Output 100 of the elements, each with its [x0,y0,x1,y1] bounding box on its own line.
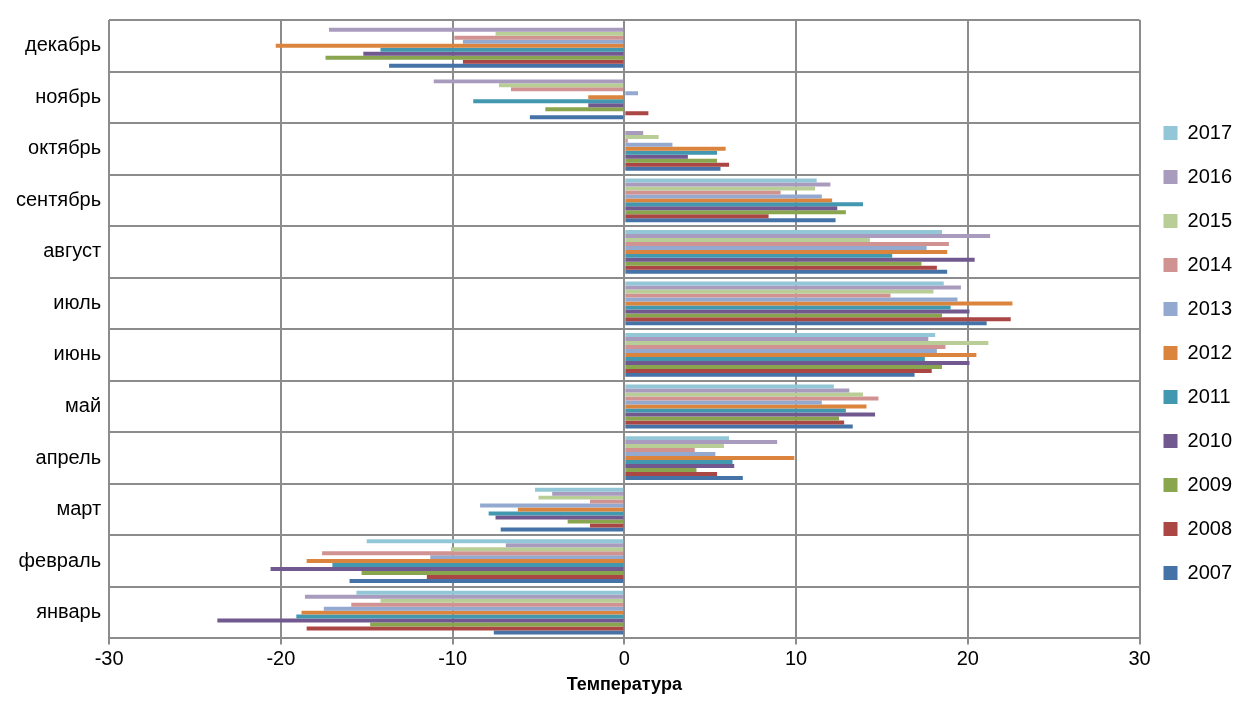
x-axis-title: Температура [566,674,683,695]
bar [625,134,659,139]
bar [625,154,688,159]
bar [625,202,864,207]
bar [625,214,769,219]
bar [301,610,624,615]
bar [323,606,624,611]
bar [625,368,932,373]
bar [625,464,735,468]
legend-label: 2016 [1187,164,1233,187]
legend-label: 2009 [1187,472,1233,495]
bar [567,519,624,524]
x-tick-label: 20 [956,646,979,669]
y-tick-label: март [56,497,102,520]
bar [625,237,870,242]
bar [625,190,781,195]
bar [625,364,943,369]
bar [495,515,624,520]
bar [325,55,624,60]
bar [625,444,724,449]
x-tick-label: 30 [1128,646,1151,669]
x-tick-label: -30 [94,646,124,669]
bar [625,230,943,234]
bar [505,543,624,548]
bar [500,527,624,532]
bar [625,253,893,258]
bar [625,317,1011,322]
bar [625,281,944,286]
bar [625,416,839,421]
bar [589,499,624,504]
bar [625,337,929,342]
bar [480,503,624,508]
bar [625,293,891,298]
bar [625,313,943,318]
bar [625,305,951,310]
bar [433,79,624,84]
bar [625,186,815,191]
y-tick-label: январь [36,600,102,623]
y-tick-label: апрель [35,445,102,468]
bar [625,348,937,353]
bar [625,265,937,270]
bar [625,448,695,453]
bar [625,142,673,147]
x-tick-label: -20 [266,646,296,669]
bar [625,210,846,215]
y-tick-label: июль [53,290,102,313]
bar [370,622,624,627]
legend-label: 2017 [1187,120,1233,143]
x-tick-label: 0 [618,646,630,669]
legend-label: 2012 [1187,340,1233,363]
bar [426,575,624,580]
bar [488,511,624,516]
bar [389,63,624,68]
y-tick-label: август [43,239,102,262]
bar [625,297,958,302]
bar [625,424,853,429]
bar [529,115,624,120]
bar [361,571,624,576]
bar [498,83,624,88]
y-tick-label: ноябрь [35,84,102,107]
bar [625,245,927,250]
bar [538,495,624,500]
legend-label: 2007 [1187,560,1233,583]
bar [625,392,864,397]
bar [625,372,915,377]
bar [306,626,624,631]
bar [380,598,624,603]
bar [625,150,718,155]
bar [625,309,970,314]
bar [625,269,948,274]
x-tick-label: 10 [784,646,808,669]
bar [356,590,624,595]
bar [625,408,846,413]
legend-label: 2010 [1187,428,1233,451]
bar [625,182,831,187]
bar [625,420,845,425]
bar [270,567,624,572]
bar [625,333,936,338]
bar [625,475,743,480]
bar [625,436,730,441]
bar [462,59,624,64]
bar [462,39,624,44]
bar [625,111,649,116]
bar [625,166,721,171]
bar [332,563,624,568]
bar [625,218,836,223]
bar [296,614,624,619]
bar [625,360,970,365]
bar [495,31,624,36]
bar [454,35,624,40]
bar [588,95,624,100]
bar [625,257,975,262]
bar [535,487,624,492]
bar [625,91,639,96]
bar [493,630,624,635]
bar [625,321,987,326]
bar [625,400,822,405]
bar [625,345,946,349]
bar [625,233,991,238]
bar [625,460,733,465]
